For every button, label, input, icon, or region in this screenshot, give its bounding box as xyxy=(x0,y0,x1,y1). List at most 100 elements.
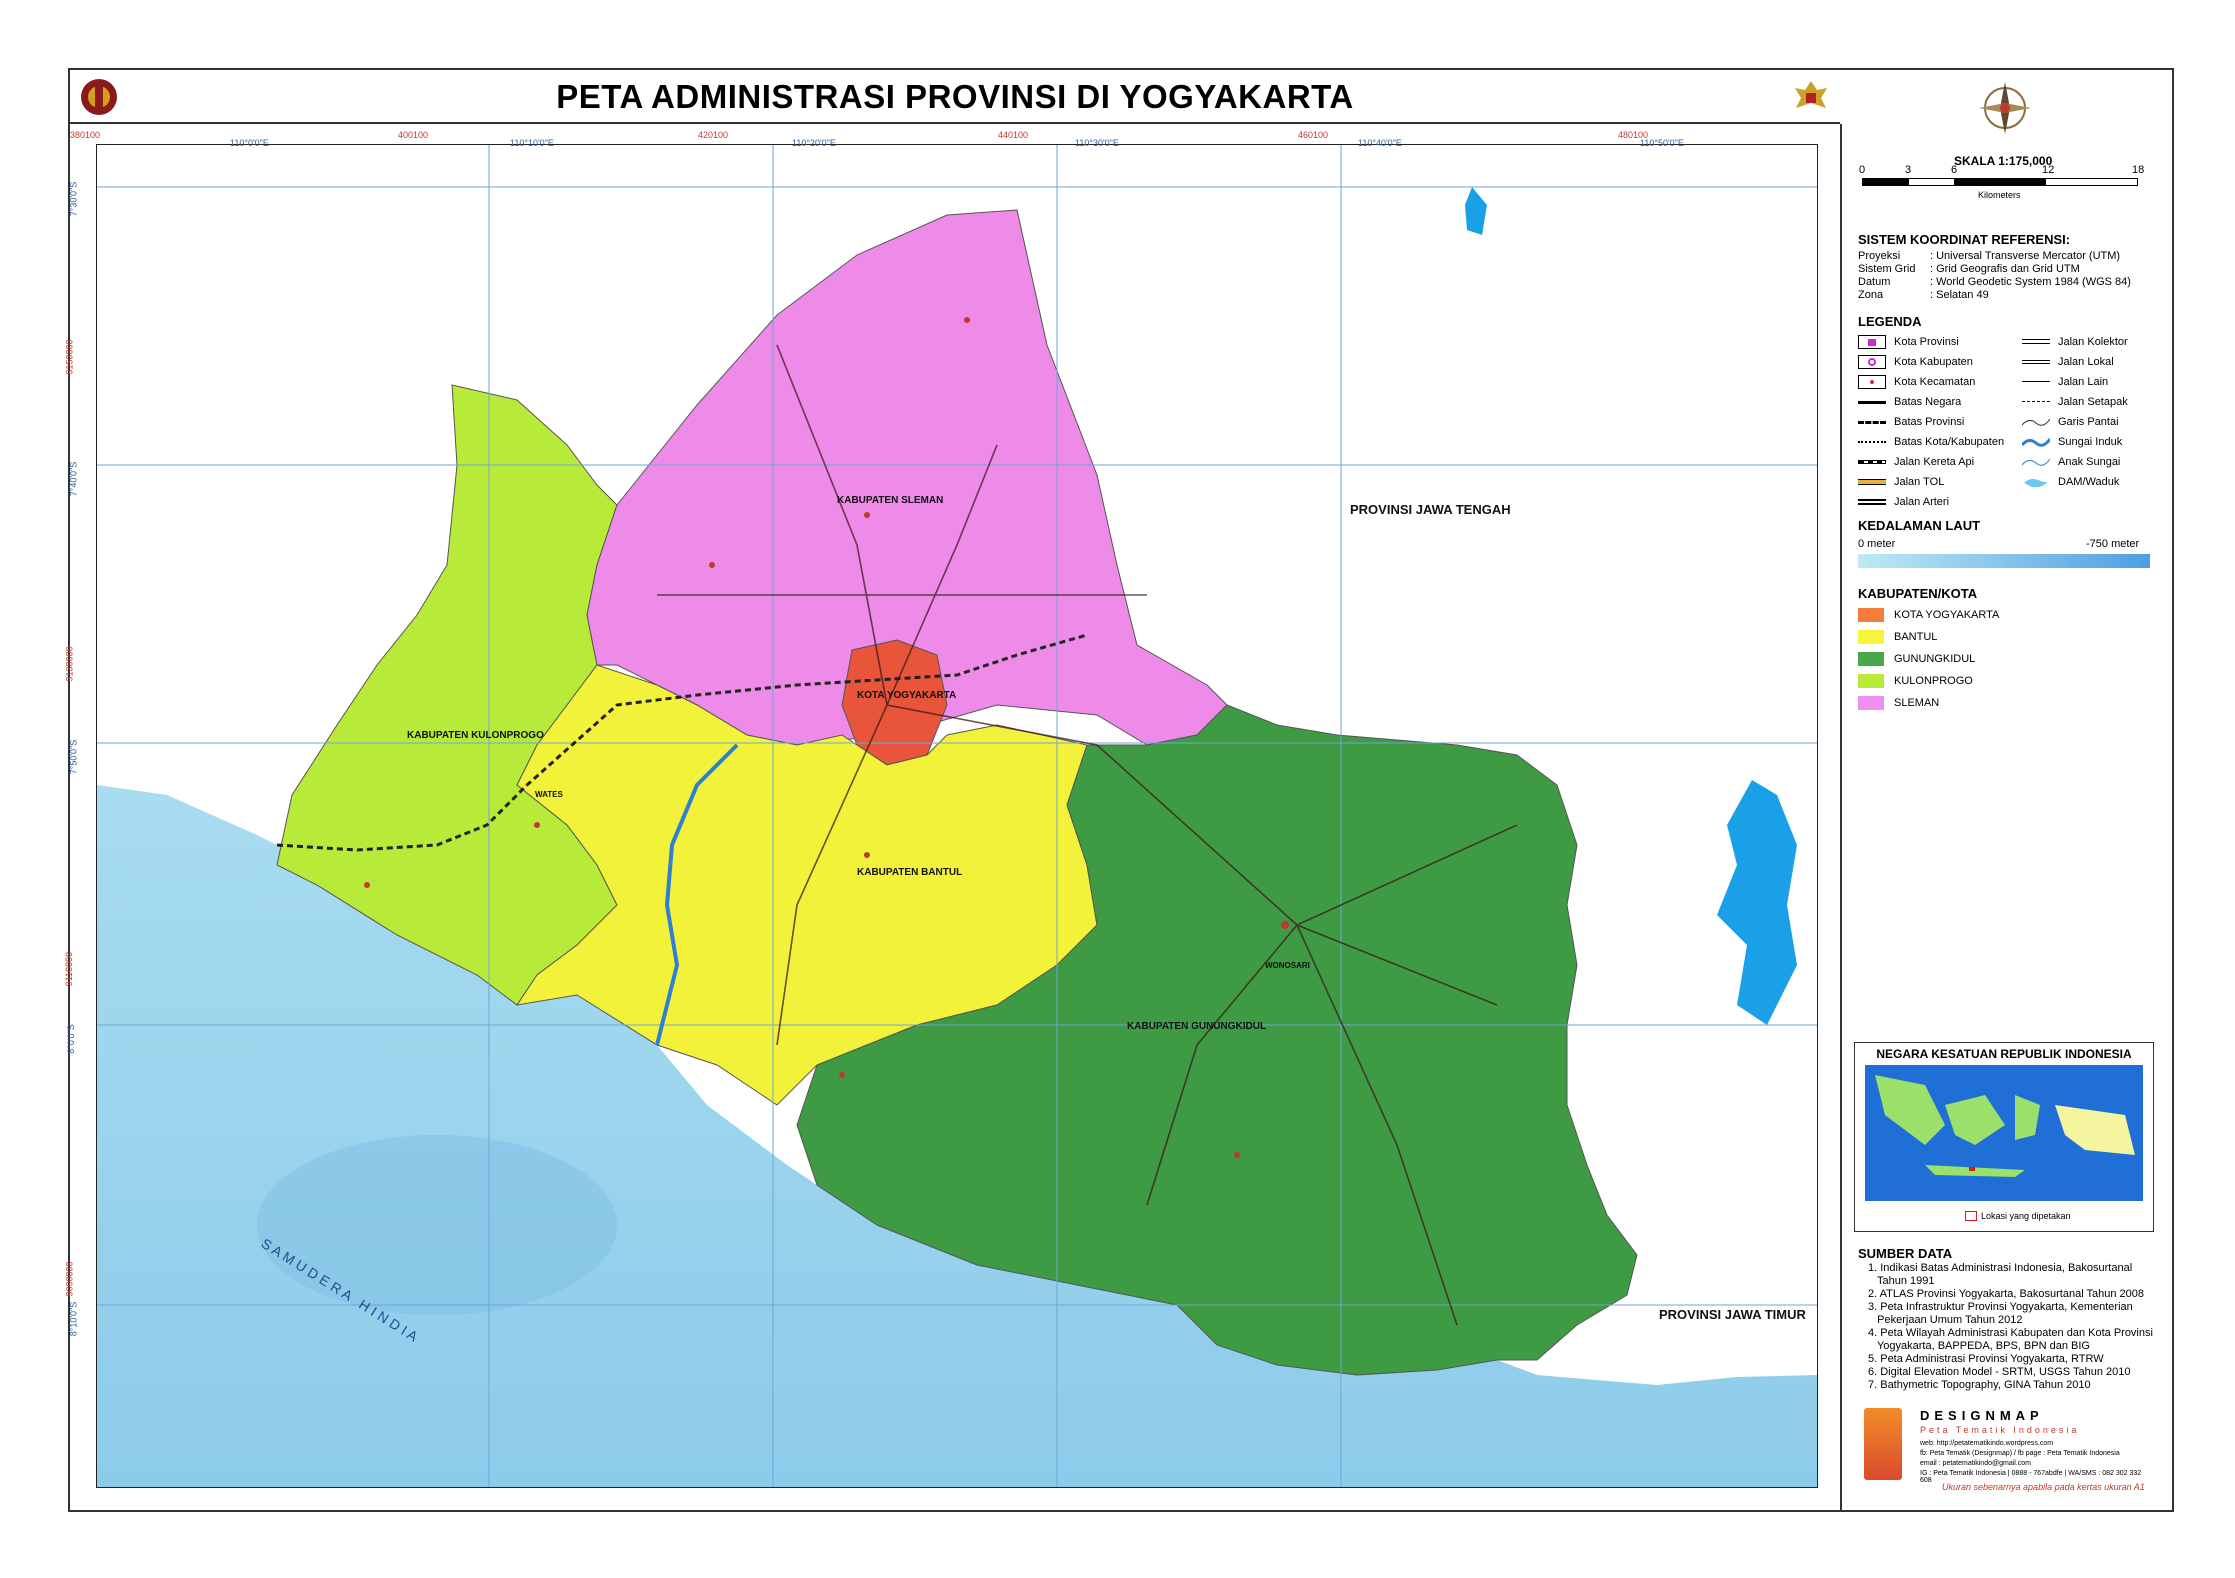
ref-key-proyeksi: Proyeksi xyxy=(1858,250,1901,262)
designmap-brand: DESIGNMAP Peta Tematik Indonesia web: ht… xyxy=(1864,1406,2154,1496)
grid-utm-left-3: 9110000 xyxy=(64,951,75,987)
legend-label-kota-kecamatan: Kota Kecamatan xyxy=(1894,376,1976,388)
grid-utm-left-4: 9090000 xyxy=(64,1261,75,1297)
sources-heading: SUMBER DATA xyxy=(1858,1246,1953,1261)
legend-label-batas-negara: Batas Negara xyxy=(1894,396,1962,408)
kabupaten-legend-item: KOTA YOGYAKARTA xyxy=(1858,608,1999,622)
kota-provinsi-symbol-icon xyxy=(1858,335,1886,349)
grid-geo-left-2: 7°40'0"S xyxy=(68,461,79,497)
ref-value-datum: : World Geodetic System 1984 (WGS 84) xyxy=(1930,276,2131,288)
label-kabupaten-bantul: KABUPATEN BANTUL xyxy=(857,867,963,878)
legend-jalan-lain: Jalan Lain xyxy=(2022,374,2108,390)
legend-jalan-kolektor: Jalan Kolektor xyxy=(2022,334,2128,350)
grid-utm-top-4: 440100 xyxy=(998,130,1029,140)
legend-label-batas-kabupaten: Batas Kota/Kabupaten xyxy=(1894,436,2005,448)
kabupaten-legend-label: KOTA YOGYAKARTA xyxy=(1894,609,2000,621)
kabupaten-legend-item: BANTUL xyxy=(1858,630,1937,644)
scale-tick-0: 0 xyxy=(1859,164,1866,176)
geographic-grid xyxy=(97,145,1817,1487)
grid-geo-left-1: 7°30'0"S xyxy=(68,181,79,217)
legend-label-sungai-induk: Sungai Induk xyxy=(2058,436,2123,448)
ocean-depth-zone xyxy=(257,1135,617,1315)
title-bar: PETA ADMINISTRASI PROVINSI DI YOGYAKARTA xyxy=(70,70,1840,124)
ref-key-datum: Datum xyxy=(1858,276,1891,288)
legend-garis-pantai: Garis Pantai xyxy=(2021,414,2119,430)
kecamatan-markers xyxy=(364,317,1289,1158)
legend-label-jalan-setapak: Jalan Setapak xyxy=(2058,396,2128,408)
grid-geo-top-4: 110°30'0"E xyxy=(1075,138,1119,148)
paper-size-footnote: Ukuran sebenarnya apabila pada kertas uk… xyxy=(1942,1482,2145,1492)
grid-geo-top-1: 110°0'0"E xyxy=(230,138,269,148)
brand-fb: fb: Peta Tematik (Designmap) / fb page :… xyxy=(1920,1450,2120,1457)
legend-kota-provinsi: Kota Provinsi xyxy=(1858,334,1959,350)
grid-geo-left-5: 8°10'0"S xyxy=(68,1301,79,1337)
kabupaten-heading: KABUPATEN/KOTA xyxy=(1858,586,1978,601)
legend-label-jalan-tol: Jalan TOL xyxy=(1894,476,1945,488)
kota-kabupaten-symbol-icon xyxy=(1858,355,1886,369)
legend-kota-kecamatan: Kota Kecamatan xyxy=(1858,374,1975,390)
batas-provinsi-symbol-icon xyxy=(1858,415,1886,429)
kereta-api-symbol-icon xyxy=(1858,455,1886,469)
grid-utm-top-6: 480100 xyxy=(1618,130,1649,140)
road-network xyxy=(657,344,1518,1326)
scale-label: SKALA 1:175,000 xyxy=(1954,154,2053,168)
kabupaten-legend-item: SLEMAN xyxy=(1858,696,1939,710)
legend-jalan-tol: Jalan TOL xyxy=(1858,474,1944,490)
legend-label-anak-sungai: Anak Sungai xyxy=(2058,456,2121,468)
legend-label-jalan-kolektor: Jalan Kolektor xyxy=(2058,336,2128,348)
ref-value-grid: : Grid Geografis dan Grid UTM xyxy=(1930,263,2080,275)
designmap-logo-icon xyxy=(1864,1408,1902,1480)
kabupaten-color-swatch xyxy=(1858,696,1884,710)
kabupaten-legend-label: GUNUNGKIDUL xyxy=(1894,653,1976,665)
sources-list: 1. Indikasi Batas Administrasi Indonesia… xyxy=(1868,1262,2153,1392)
source-item: 4. Peta Wilayah Administrasi Kabupaten d… xyxy=(1868,1327,2153,1339)
label-provinsi-jawa-timur: PROVINSI JAWA TIMUR xyxy=(1659,1307,1806,1322)
brand-email: email : petatematikindo@gmail.com xyxy=(1920,1460,2031,1467)
legend-sungai-induk: Sungai Induk xyxy=(2020,434,2123,450)
grid-geo-top-2: 110°10'0"E xyxy=(510,138,554,148)
legend-label-jalan-arteri: Jalan Arteri xyxy=(1894,496,1950,508)
dam-waduk-symbol-icon xyxy=(2022,475,2050,489)
legend-label-batas-provinsi: Batas Provinsi xyxy=(1894,416,1965,428)
label-wates: WATES xyxy=(535,790,563,799)
source-item: Tahun 1991 xyxy=(1868,1275,1935,1287)
yogyakarta-emblem-icon xyxy=(81,79,117,115)
reservoir-north xyxy=(1465,187,1487,235)
legend-panel: SKALA 1:175,000 0 3 6 12 18 Kilometers S… xyxy=(1842,70,2172,1510)
legend-anak-sungai: Anak Sungai xyxy=(2021,454,2121,470)
kabupaten-legend-label: BANTUL xyxy=(1894,631,1938,643)
legend-label-dam-waduk: DAM/Waduk xyxy=(2058,476,2120,488)
grid-geo-top-6: 110°50'0"E xyxy=(1640,138,1684,148)
legend-label-kota-kabupaten: Kota Kabupaten xyxy=(1894,356,1973,368)
source-item: Yogyakarta, BAPPEDA, BPS, BPN dan BIG xyxy=(1868,1340,2090,1352)
inset-map-frame: NEGARA KESATUAN REPUBLIK INDONESIA Lokas… xyxy=(1854,1042,2154,1232)
legend-jalan-arteri: Jalan Arteri xyxy=(1858,494,1949,510)
map-canvas[interactable]: KABUPATEN SLEMAN KABUPATEN KULONPROGO KO… xyxy=(96,144,1818,1488)
scale-tick-6: 6 xyxy=(1951,164,1958,176)
batas-kabupaten-symbol-icon xyxy=(1858,435,1886,449)
jalan-lain-symbol-icon xyxy=(2022,375,2050,389)
legend-jalan-setapak: Jalan Setapak xyxy=(2022,394,2128,410)
label-provinsi-jawa-tengah: PROVINSI JAWA TENGAH xyxy=(1350,502,1511,517)
legend-dam-waduk: DAM/Waduk xyxy=(2022,474,2119,490)
legend-batas-negara: Batas Negara xyxy=(1858,394,1961,410)
source-item: 3. Peta Infrastruktur Provinsi Yogyakart… xyxy=(1868,1301,2133,1313)
depth-min-label: 0 meter xyxy=(1858,538,1896,550)
indonesia-inset-graphic xyxy=(1865,1065,2143,1201)
kabupaten-legend-item: KULONPROGO xyxy=(1858,674,1973,688)
depth-heading: KEDALAMAN LAUT xyxy=(1858,518,1981,533)
scale-unit: Kilometers xyxy=(1978,190,2021,200)
source-item: 6. Digital Elevation Model - SRTM, USGS … xyxy=(1868,1366,2131,1378)
brand-tagline: Peta Tematik Indonesia xyxy=(1920,1425,2080,1435)
location-box-icon xyxy=(1965,1211,1977,1221)
label-wonosari: WONOSARI xyxy=(1265,961,1310,970)
kabupaten-color-swatch xyxy=(1858,674,1884,688)
grid-geo-left-3: 7°50'0"S xyxy=(68,739,79,775)
kabupaten-color-swatch xyxy=(1858,630,1884,644)
kabupaten-legend-item: GUNUNGKIDUL xyxy=(1858,652,1975,666)
legend-label-jalan-lain: Jalan Lain xyxy=(2058,376,2109,388)
label-kabupaten-kulonprogo: KABUPATEN KULONPROGO xyxy=(407,730,544,741)
legend-jalan-kereta-api: Jalan Kereta Api xyxy=(1858,454,1974,470)
source-item: 1. Indikasi Batas Administrasi Indonesia… xyxy=(1868,1262,2133,1274)
map-area: KABUPATEN SLEMAN KABUPATEN KULONPROGO KO… xyxy=(64,124,1842,1510)
